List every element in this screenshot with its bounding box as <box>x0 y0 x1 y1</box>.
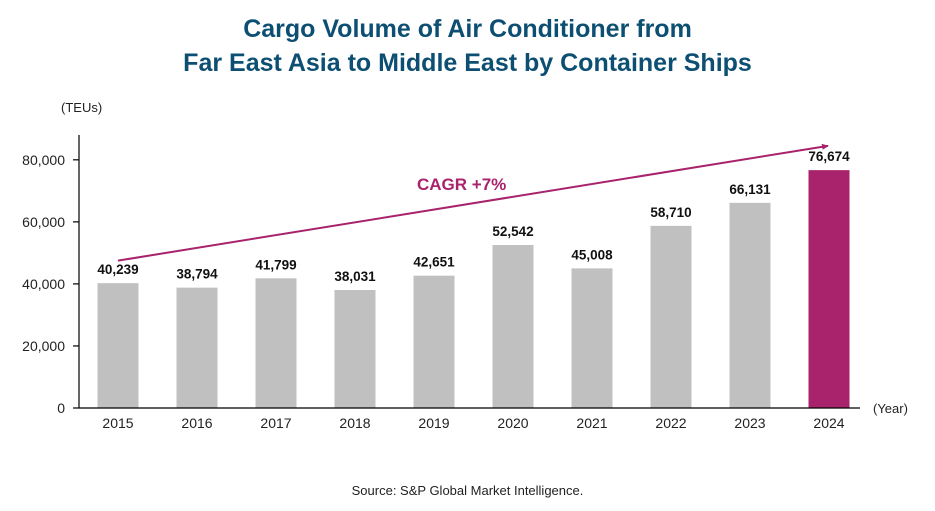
x-tick-label-2017: 2017 <box>260 415 291 431</box>
bar-2015 <box>97 283 139 408</box>
x-axis-label: (Year) <box>873 401 908 416</box>
bar-2018 <box>334 290 376 408</box>
x-tick-label-2019: 2019 <box>418 415 449 431</box>
x-tick-label-2021: 2021 <box>576 415 607 431</box>
x-tick-label-2023: 2023 <box>734 415 765 431</box>
x-tick-label-2020: 2020 <box>497 415 528 431</box>
bar-2021 <box>571 268 613 408</box>
value-label-2015: 40,239 <box>97 262 138 277</box>
value-label-2023: 66,131 <box>729 182 771 197</box>
x-axis: (Year) 2015 2016 2017 2018 2019 2020 2021 2022 20… <box>79 401 908 431</box>
value-label-2018: 38,031 <box>334 269 376 284</box>
value-label-2016: 38,794 <box>176 267 218 282</box>
y-tick-label: 40,000 <box>22 276 65 292</box>
y-tick-label: 0 <box>57 400 65 416</box>
chart-title-line-1: Cargo Volume of Air Conditioner from <box>243 15 692 43</box>
value-label-2020: 52,542 <box>492 224 533 239</box>
value-label-2017: 41,799 <box>255 257 296 272</box>
y-axis: (TEUs) 0 20,000 40,000 60,000 80,000 <box>22 100 102 416</box>
x-tick-label-2015: 2015 <box>102 415 133 431</box>
bar-2022 <box>650 225 692 408</box>
y-tick-label: 20,000 <box>22 338 65 354</box>
value-label-2021: 45,008 <box>571 247 613 262</box>
bar-2019 <box>413 275 455 408</box>
bar-2020 <box>492 245 534 408</box>
bars: 40,239 38,794 41,799 38,031 42,651 52,542 45,0… <box>97 149 850 408</box>
value-label-2022: 58,710 <box>650 205 691 220</box>
x-tick-label-2022: 2022 <box>655 415 686 431</box>
bar-2017 <box>255 278 297 408</box>
y-axis-label: (TEUs) <box>61 100 102 115</box>
bar-2016 <box>176 287 218 408</box>
cagr-label: CAGR +7% <box>417 175 506 194</box>
x-tick-label-2018: 2018 <box>339 415 370 431</box>
value-label-2019: 42,651 <box>413 255 455 270</box>
value-label-2024: 76,674 <box>808 149 850 164</box>
x-tick-label-2016: 2016 <box>181 415 212 431</box>
cagr-annotation: CAGR +7% <box>117 143 829 262</box>
y-tick-label: 80,000 <box>22 152 65 168</box>
x-tick-label-2024: 2024 <box>813 415 844 431</box>
bar-2024 <box>808 170 850 408</box>
y-tick-label: 60,000 <box>22 214 65 230</box>
chart-title-line-2: Far East Asia to Middle East by Containe… <box>183 49 752 77</box>
chart-title: Cargo Volume of Air Conditioner from Far… <box>0 12 935 80</box>
bar-2023 <box>729 202 771 408</box>
cagr-arrow <box>117 143 829 262</box>
source-note: Source: S&P Global Market Intelligence. <box>351 483 584 498</box>
